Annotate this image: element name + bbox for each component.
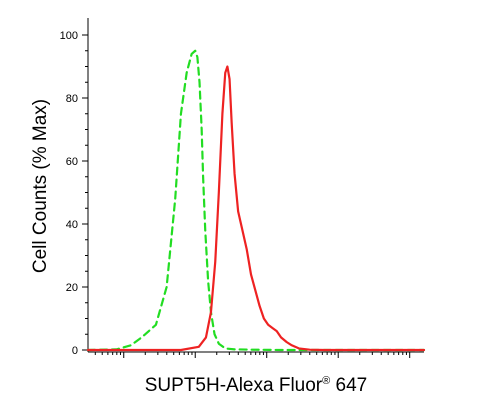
x-ticks bbox=[94, 352, 411, 358]
y-tick-label: 80 bbox=[66, 93, 78, 105]
x-axis-title-superscript: ® bbox=[322, 375, 330, 387]
y-tick-label: 0 bbox=[72, 345, 78, 357]
series-layer bbox=[86, 49, 426, 352]
series-line-1 bbox=[86, 49, 426, 352]
x-axis-title-suffix: 647 bbox=[330, 375, 367, 396]
y-tick-label: 100 bbox=[60, 30, 78, 42]
y-tick-label: 20 bbox=[66, 282, 78, 294]
y-axis-title: Cell Counts (% Max) bbox=[30, 99, 51, 273]
y-ticks: 0 20 40 60 80 100 bbox=[60, 30, 88, 357]
x-axis-title: SUPT5H-Alexa Fluor® 647 bbox=[145, 375, 367, 396]
y-tick-label: 60 bbox=[66, 156, 78, 168]
x-axis-title-main: SUPT5H-Alexa Fluor bbox=[145, 375, 323, 396]
plot-area: 0 20 40 60 80 100 bbox=[60, 18, 426, 358]
y-tick-label: 40 bbox=[66, 219, 78, 231]
series-line-2 bbox=[86, 65, 426, 352]
